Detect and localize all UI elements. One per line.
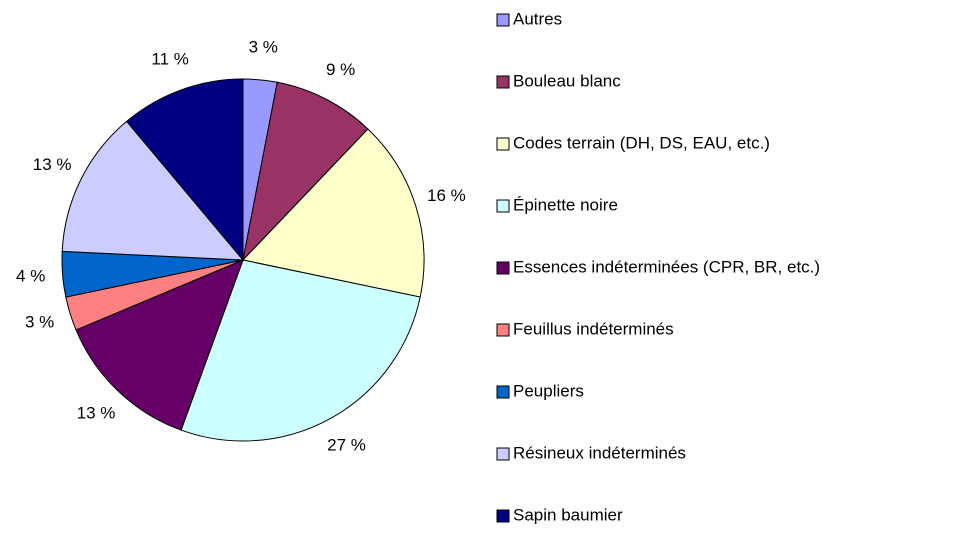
- legend-label: Feuillus indéterminés: [513, 319, 674, 338]
- pie-slice: [125, 78, 244, 262]
- pie-slice: [242, 128, 425, 298]
- data-label: 3 %: [249, 37, 278, 56]
- pie-slice: [242, 81, 369, 262]
- legend-swatch: [496, 199, 510, 213]
- legend-swatch: [496, 385, 510, 399]
- data-label: 13 %: [33, 155, 72, 174]
- data-label: 9 %: [326, 60, 355, 79]
- pie-slice: [180, 259, 421, 442]
- legend-label: Codes terrain (DH, DS, EAU, etc.): [513, 133, 770, 152]
- legend-swatch: [496, 323, 510, 337]
- legend-swatch: [496, 75, 510, 89]
- data-label: 11 %: [151, 49, 189, 68]
- data-label: 3 %: [25, 313, 54, 332]
- legend-label: Autres: [513, 9, 562, 28]
- legend-swatch: [496, 13, 510, 27]
- legend-label: Résineux indéterminés: [513, 443, 686, 462]
- data-label: 16 %: [427, 186, 466, 205]
- data-label: 27 %: [327, 436, 366, 455]
- data-label: 13 %: [77, 404, 116, 423]
- legend-swatch: [496, 509, 510, 523]
- legend-label: Essences indéterminées (CPR, BR, etc.): [513, 257, 820, 276]
- pie-slice: [61, 120, 245, 261]
- legend-swatch: [496, 137, 510, 151]
- legend-label: Épinette noire: [513, 195, 618, 214]
- legend-label: Bouleau blanc: [513, 71, 621, 90]
- data-label: 4 %: [16, 266, 45, 285]
- legend-label: Peupliers: [513, 381, 584, 400]
- legend-label: Sapin baumier: [513, 505, 623, 524]
- legend-swatch: [496, 447, 510, 461]
- pie-slice: [75, 259, 244, 431]
- legend-swatch: [496, 261, 510, 275]
